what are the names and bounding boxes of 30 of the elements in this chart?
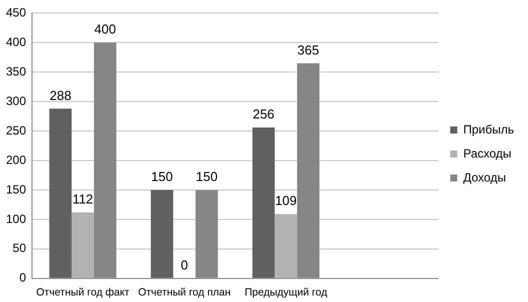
data-label: 109 xyxy=(275,193,297,208)
bar xyxy=(274,214,298,278)
data-label: 112 xyxy=(72,191,94,206)
x-tick-label: Отчетный год план xyxy=(138,286,231,299)
y-tick-label: 450 xyxy=(6,6,26,20)
bar xyxy=(252,128,275,278)
legend-label: Расходы xyxy=(463,146,512,160)
data-label: 0 xyxy=(180,257,188,272)
data-label: 150 xyxy=(151,169,173,184)
y-tick-label: 300 xyxy=(6,94,26,108)
data-label: 365 xyxy=(297,42,320,58)
legend-label: Доходы xyxy=(463,170,506,184)
y-tick-label: 150 xyxy=(6,182,26,196)
y-tick-label: 250 xyxy=(6,123,26,138)
y-tick-label: 50 xyxy=(12,241,26,256)
y-tick-label: 400 xyxy=(6,34,26,49)
y-tick-label: 200 xyxy=(6,152,26,167)
data-label: 256 xyxy=(252,106,274,122)
data-label: 288 xyxy=(50,88,72,103)
y-tick-label: 0 xyxy=(19,270,26,285)
x-tick-label: Отчетный год факт xyxy=(36,286,130,299)
bar xyxy=(150,190,174,278)
bar xyxy=(49,108,72,278)
x-tick-label: Предыдущий год xyxy=(244,286,328,299)
data-label: 150 xyxy=(196,169,218,184)
data-label: 400 xyxy=(94,22,116,37)
y-tick-label: 350 xyxy=(6,64,26,78)
bar xyxy=(72,212,94,278)
y-tick-label: 100 xyxy=(6,212,26,226)
legend-label: Прибыль xyxy=(463,122,514,136)
